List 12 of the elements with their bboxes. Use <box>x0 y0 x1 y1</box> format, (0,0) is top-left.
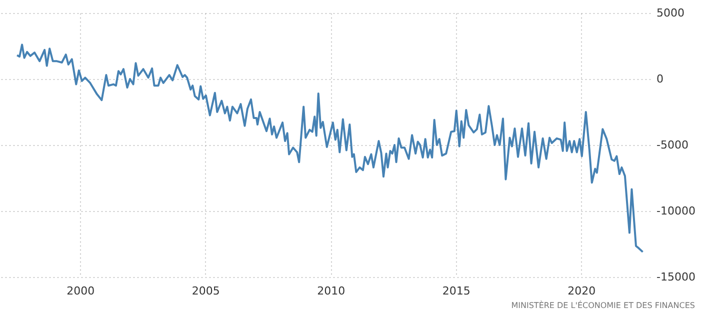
y-tick-label: -10000 <box>656 204 696 218</box>
x-tick-label: 2015 <box>442 284 470 298</box>
y-tick-label: -5000 <box>656 138 688 152</box>
y-tick-label: 5000 <box>656 6 684 20</box>
x-tick-label: 2005 <box>192 284 220 298</box>
text: MINISTÈRE DE L'ÉCONOMIE ET DES FINANCES <box>511 300 695 310</box>
y-tick-label: 0 <box>656 72 664 86</box>
line-series <box>16 44 644 253</box>
x-tick-label: 2000 <box>66 284 95 298</box>
y-tick-label: -15000 <box>656 270 696 284</box>
x-tick-label: 2020 <box>568 284 596 298</box>
x-tick-label: 2010 <box>317 284 346 298</box>
